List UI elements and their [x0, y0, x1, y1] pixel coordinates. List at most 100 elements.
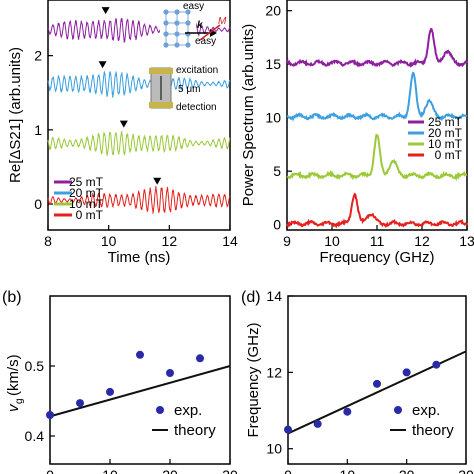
panel-b-frame — [49, 295, 231, 465]
panel-d-legend-theory-label: theory — [412, 422, 454, 439]
panel-a-series-2 — [47, 131, 231, 156]
lattice-atom — [185, 31, 191, 37]
panel-spectrum-legend-label: 20 mT — [428, 126, 463, 140]
device-inset: excitation 5 μm detection — [149, 65, 218, 113]
panel-b-xtick-label: 10 — [102, 467, 118, 474]
peak-marker — [119, 120, 128, 128]
vg-unit: (km/s) — [5, 354, 22, 396]
lattice-atom — [163, 20, 169, 26]
panel-a-legend-label: 25 mT — [69, 175, 104, 189]
panel-b-legend-exp-label: exp. — [174, 402, 202, 419]
panel-spectrum-ytick-label: 5 — [273, 163, 281, 179]
lattice-atom — [163, 31, 169, 37]
panel-d-ytick-label: 12 — [266, 364, 282, 380]
panel-d-exp-point — [402, 368, 411, 377]
panel-d-label: (d) — [241, 289, 261, 306]
panel-b-legend-theory-label: theory — [174, 422, 216, 439]
panel-b-exp-point — [136, 350, 144, 359]
lattice-atom — [185, 20, 191, 26]
panel-spectrum-legend-label: 0 mT — [435, 148, 463, 162]
panel-spectrum-xlabel: Frequency (GHz) — [319, 249, 434, 266]
lattice-atom — [174, 9, 180, 15]
panel-a-ylabel: Re[ΔS21] (arb.units) — [7, 47, 24, 183]
panel-b-ylabel: v g (km/s) — [5, 354, 25, 412]
lattice-atom — [163, 42, 169, 48]
panel-a-ytick-label: 1 — [34, 122, 42, 138]
m-arrow — [199, 24, 221, 41]
lattice-atom — [174, 31, 180, 37]
panel-spectrum-ytick-label: 10 — [265, 110, 281, 126]
panel-a-legend-label: 0 mT — [76, 208, 104, 222]
panel-d-ylabel: Frequency (GHz) — [245, 322, 262, 437]
panel-d-frame — [287, 295, 467, 465]
panel-d: 0 10 20 30 10 12 14 exp. theory (d) Frequency (… — [241, 288, 474, 474]
panel-d-ytick-label: 10 — [266, 441, 282, 457]
peak-marker — [153, 177, 162, 185]
panel-spectrum-series-2 — [286, 133, 468, 182]
panel-b-exp-point — [76, 399, 84, 408]
panel-d-exp-point — [432, 360, 441, 369]
panel-b-exp-point — [106, 387, 114, 396]
panel-b-theory-line — [49, 365, 231, 418]
panel-spectrum-xtick-label: 10 — [324, 233, 340, 249]
detection-antenna — [149, 102, 173, 108]
panel-spectrum-xtick-label: 12 — [414, 233, 430, 249]
panel-d-legend-exp-marker — [394, 406, 402, 414]
panel-spectrum-legend-label: 25 mT — [428, 115, 463, 129]
panel-a-xtick-label: 8 — [44, 233, 52, 249]
lattice-atom — [185, 42, 191, 48]
panel-spectrum-ylabel: Power Spectrum (arb.units) — [240, 24, 257, 207]
lattice-atom — [174, 42, 180, 48]
panel-spectrum-xtick-label: 11 — [370, 233, 385, 249]
easy-right-label: easy — [195, 36, 216, 47]
panel-a-xtick-label: 12 — [162, 233, 178, 249]
panel-b-ytick-label: 0.4 — [25, 428, 45, 444]
panel-d-xtick-label: 0 — [284, 467, 292, 474]
panel-d-xtick-label: 10 — [340, 467, 356, 474]
panel-b-exp-point — [166, 369, 174, 377]
panel-d-ytick-label: 14 — [266, 288, 282, 304]
vg-subscript: g — [14, 398, 25, 404]
panel-a-series-1 — [47, 70, 231, 99]
panel-a-legend-label: 10 mT — [69, 197, 104, 211]
panel-a-ytick-label: 2 — [34, 48, 42, 64]
scale-label: 5 μm — [178, 84, 200, 95]
panel-a-frame — [47, 0, 231, 231]
panel-d-exp-point — [373, 379, 381, 388]
vg-symbol: v — [5, 403, 22, 412]
panel-b-legend-exp-marker — [156, 406, 164, 414]
panel-a-xlabel: Time (ns) — [108, 249, 171, 266]
panel-b: 0 10 20 30 0.4 0.5 exp. theory (b) v g (km/s) — [2, 289, 238, 474]
panel-a-ytick-label: 0 — [34, 196, 42, 212]
panel-spectrum-xtick-label: 9 — [283, 233, 291, 249]
lattice-inset: easy easy k M — [160, 1, 227, 50]
peak-marker — [101, 7, 110, 15]
lattice-atom — [163, 9, 169, 15]
excitation-label: excitation — [176, 65, 218, 76]
lattice-atom — [174, 20, 180, 26]
panel-spectrum-legend-label: 10 mT — [428, 137, 463, 151]
panel-spectrum-ytick-label: 0 — [273, 217, 281, 233]
panel-b-ytick-label: 0.5 — [25, 358, 45, 374]
panel-b-xtick-label: 0 — [46, 467, 54, 474]
panel-b-xtick-label: 30 — [222, 467, 238, 474]
easy-top-label: easy — [183, 1, 204, 12]
panel-a-xtick-label: 10 — [101, 233, 117, 249]
peak-marker — [98, 61, 107, 69]
panel-a-series-3 — [47, 186, 231, 215]
m-label: M — [218, 16, 227, 27]
panel-d-exp-point — [284, 425, 292, 434]
panel-a-xtick-label: 14 — [222, 233, 238, 249]
panel-a-legend-label: 20 mT — [69, 186, 104, 200]
k-label: k — [197, 20, 203, 31]
panel-d-xtick-label: 30 — [458, 467, 474, 474]
panel-spectrum-ytick-label: 20 — [265, 3, 281, 19]
panel-d-xtick-label: 20 — [399, 467, 415, 474]
panel-b-xtick-label: 20 — [162, 467, 178, 474]
panel-spectrum-series-1 — [286, 71, 468, 122]
panel-b-exp-point — [46, 411, 54, 419]
panel-b-exp-point — [196, 354, 204, 363]
